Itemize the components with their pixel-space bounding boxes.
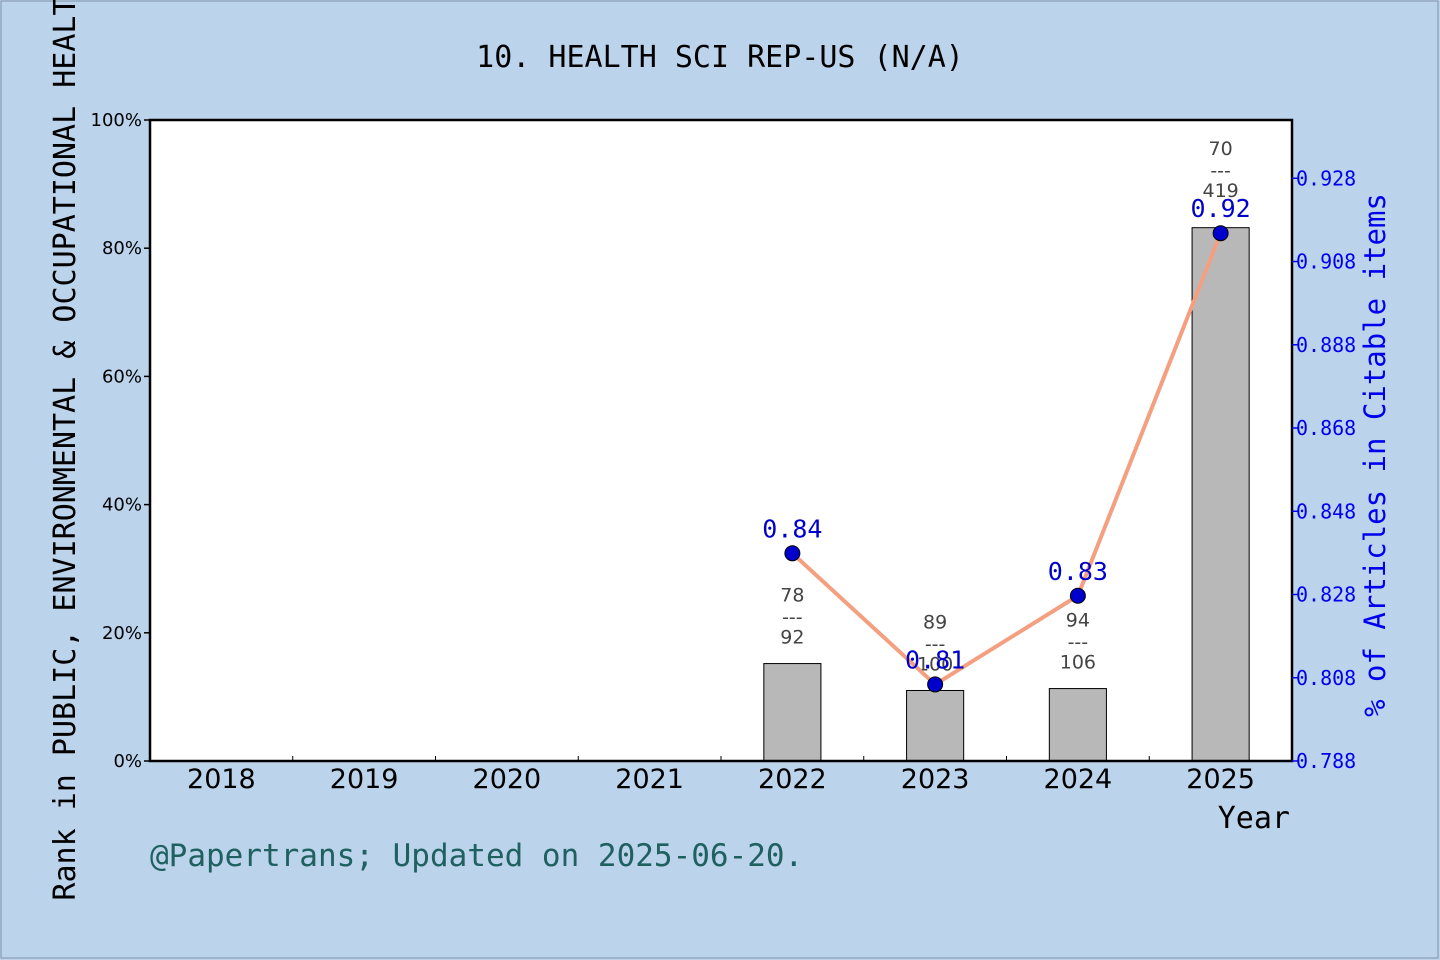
bar-label-numerator-2022: 78 xyxy=(780,585,804,607)
bar-2023 xyxy=(906,689,965,762)
left-tick-label-40: 40% xyxy=(102,495,142,516)
right-tick-label-3: 0.848 xyxy=(1296,499,1356,523)
x-tick-label-2021: 2021 xyxy=(615,764,684,795)
x-axis: 2018 2019 2020 2021 2022 2023 2024 2025 xyxy=(187,756,1255,795)
x-tick-label-2018: 2018 xyxy=(187,764,256,795)
line-label-2023: 0.81 xyxy=(905,645,965,674)
right-tick-label-0: 0.788 xyxy=(1296,749,1356,773)
line-label-2025: 0.92 xyxy=(1191,194,1251,223)
bar-2024 xyxy=(1048,688,1107,762)
bar-label-separator-2025: --- xyxy=(1210,160,1231,182)
x-tick-label-2022: 2022 xyxy=(758,764,827,795)
right-tick-label-7: 0.928 xyxy=(1296,166,1356,190)
x-tick-label-2024: 2024 xyxy=(1044,764,1113,795)
bar-label-denominator-2023: 100 xyxy=(917,653,953,675)
right-tick-label-4: 0.868 xyxy=(1296,416,1356,440)
x-tick-label-2023: 2023 xyxy=(901,764,970,795)
left-tick-label-100: 100% xyxy=(91,110,142,131)
line-point-2025 xyxy=(1212,225,1229,242)
right-tick-label-5: 0.888 xyxy=(1296,333,1356,357)
right-tick-label-6: 0.908 xyxy=(1296,250,1356,274)
plot-area xyxy=(150,120,1292,761)
line-label-2024: 0.83 xyxy=(1048,557,1108,586)
line-layer: 0.84 0.81 0.83 0.92 xyxy=(762,194,1251,693)
bar-2025 xyxy=(1191,227,1250,762)
series-line xyxy=(791,232,1223,687)
bar-2022 xyxy=(763,663,822,762)
x-tick-label-2019: 2019 xyxy=(330,764,399,795)
left-axis: 0% 20% 40% 60% 80% 100% xyxy=(91,110,150,772)
bar-label-numerator-2023: 89 xyxy=(923,611,947,633)
right-axis-label: % of Articles in Citable items xyxy=(1358,193,1392,717)
bar-label-denominator-2022: 92 xyxy=(780,627,804,649)
left-tick-label-80: 80% xyxy=(102,238,142,259)
bar-label-numerator-2024: 94 xyxy=(1066,610,1090,632)
left-axis-label: Rank in PUBLIC, ENVIRONMENTAL & OCCUPATI… xyxy=(48,0,83,901)
right-axis: 0.788 0.808 0.828 0.848 0.868 0.888 0.908 0.928 xyxy=(1292,166,1356,773)
line-label-2022: 0.84 xyxy=(762,514,822,543)
chart-title: 10. HEALTH SCI REP-US (N/A) xyxy=(476,40,964,75)
footer-text: @Papertrans; Updated on 2025-06-20. xyxy=(150,838,803,874)
right-tick-label-1: 0.808 xyxy=(1296,666,1356,690)
bar-label-denominator-2024: 106 xyxy=(1060,652,1096,674)
left-tick-label-0: 0% xyxy=(113,751,142,772)
bar-label-separator-2024: --- xyxy=(1068,632,1089,654)
left-tick-label-20: 20% xyxy=(102,623,142,644)
bar-label-denominator-2025: 419 xyxy=(1202,180,1238,202)
line-point-2022 xyxy=(784,545,801,562)
right-tick-label-2: 0.828 xyxy=(1296,583,1356,607)
line-point-2023 xyxy=(927,676,944,693)
left-tick-label-60: 60% xyxy=(102,366,142,387)
x-axis-label: Year xyxy=(1218,801,1290,836)
bars-layer xyxy=(763,227,1250,762)
bar-label-separator-2022: --- xyxy=(782,607,803,629)
bar-label-numerator-2025: 70 xyxy=(1209,138,1233,160)
bar-label-separator-2023: --- xyxy=(925,633,946,655)
line-point-2024 xyxy=(1069,587,1086,604)
x-tick-label-2020: 2020 xyxy=(473,764,542,795)
x-tick-label-2025: 2025 xyxy=(1186,764,1255,795)
